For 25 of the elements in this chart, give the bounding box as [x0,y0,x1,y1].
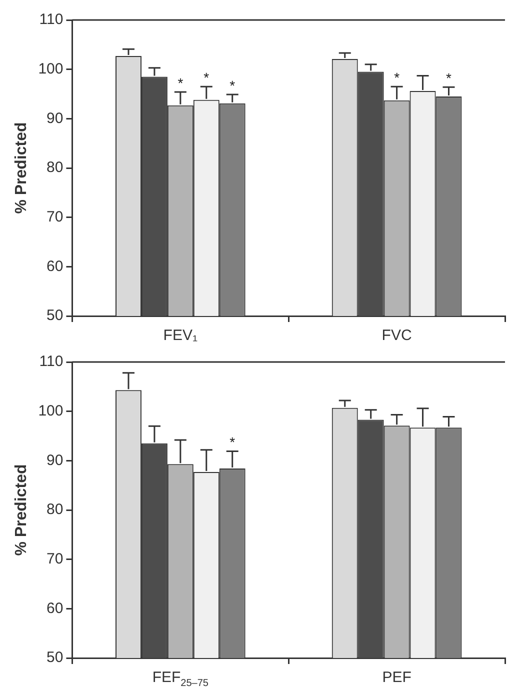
data-label: * [230,77,236,94]
data-label: * [230,434,236,450]
data-label: * [446,70,452,86]
data-label: * [204,69,210,86]
x-tick-label: FVC [382,327,412,344]
y-tick-label: 70 [46,550,64,568]
y-tick-label: 60 [46,258,64,275]
y-tick-label: 80 [46,501,64,518]
y-tick-label: 90 [46,110,64,127]
y-tick-label: 90 [46,452,64,469]
x-tick-label: PEF [382,669,412,686]
y-tick-label: 110 [39,353,64,370]
y-tick-label: 60 [46,600,64,617]
data-label: * [394,69,400,86]
y-tick-label: 110 [39,11,64,28]
y-axis-title: % Predicted [13,122,30,214]
y-tick-label: 100 [38,60,64,78]
y-tick-label: 100 [38,402,64,420]
data-label: * [178,74,184,91]
y-tick-label: 50 [46,649,64,666]
y-axis-title: % Predicted [13,464,30,556]
y-tick-label: 50 [46,307,64,324]
y-tick-label: 70 [46,208,64,226]
x-tick-label: FEV₁ [163,327,198,344]
y-tick-label: 80 [46,159,64,176]
